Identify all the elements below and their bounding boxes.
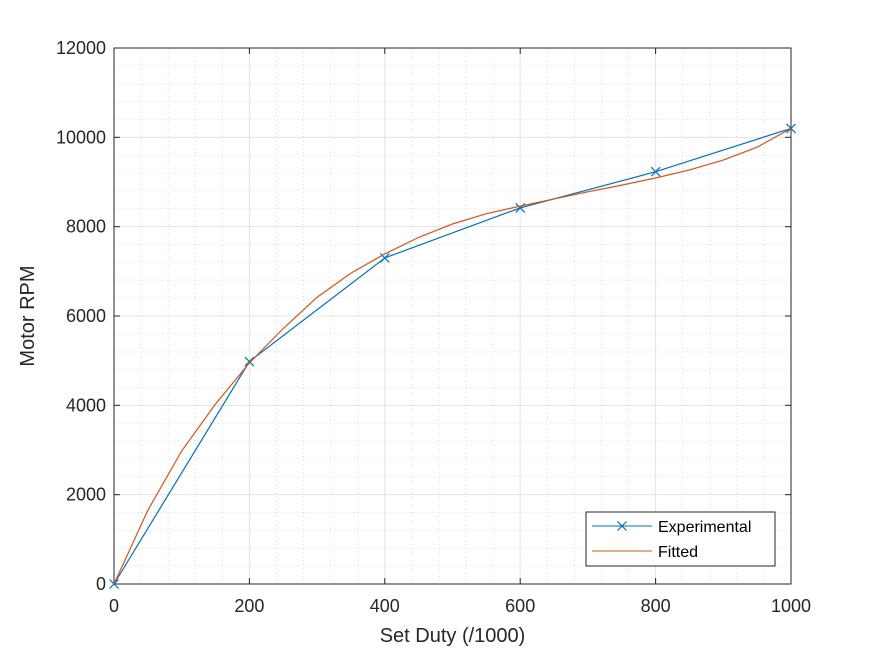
legend-label-experimental: Experimental xyxy=(658,519,751,536)
y-tick-label: 12000 xyxy=(56,38,106,58)
legend-box xyxy=(585,511,776,567)
y-tick-label: 10000 xyxy=(56,127,106,147)
y-tick-label: 4000 xyxy=(66,395,106,415)
marker-stroke xyxy=(650,166,661,177)
y-tick-label: 8000 xyxy=(66,217,106,237)
series-line-experimental xyxy=(113,127,792,585)
series-layer xyxy=(109,123,796,589)
data-point-experimental xyxy=(244,356,255,367)
legend-label-fitted: Fitted xyxy=(658,544,698,561)
y-tick-label: 0 xyxy=(96,574,106,594)
major-grid xyxy=(114,48,791,584)
legend-marker-stroke xyxy=(617,521,627,531)
y-tick-label: 6000 xyxy=(66,306,106,326)
marker-stroke xyxy=(244,356,255,367)
x-tick-label: 600 xyxy=(505,596,535,616)
legend-marker-experimental xyxy=(617,521,627,531)
y-axis-ticks: 0 2000 4000 6000 8000 10000 12000 xyxy=(56,38,791,594)
legend: Experimental Fitted xyxy=(585,511,776,567)
x-axis-label: Set Duty (/1000) xyxy=(380,625,526,647)
y-axis-label: Motor RPM xyxy=(17,265,39,366)
series-line-fitted xyxy=(113,127,792,585)
x-tick-label: 1000 xyxy=(771,596,811,616)
x-tick-label: 0 xyxy=(109,596,119,616)
x-axis-ticks: 0 200 400 600 800 1000 xyxy=(109,48,811,616)
y-tick-label: 2000 xyxy=(66,485,106,505)
data-point-experimental xyxy=(650,166,661,177)
marker-stroke xyxy=(617,521,627,531)
x-tick-label: 200 xyxy=(234,596,264,616)
x-tick-label: 400 xyxy=(370,596,400,616)
marker-stroke xyxy=(379,253,390,263)
x-tick-label: 800 xyxy=(641,596,671,616)
